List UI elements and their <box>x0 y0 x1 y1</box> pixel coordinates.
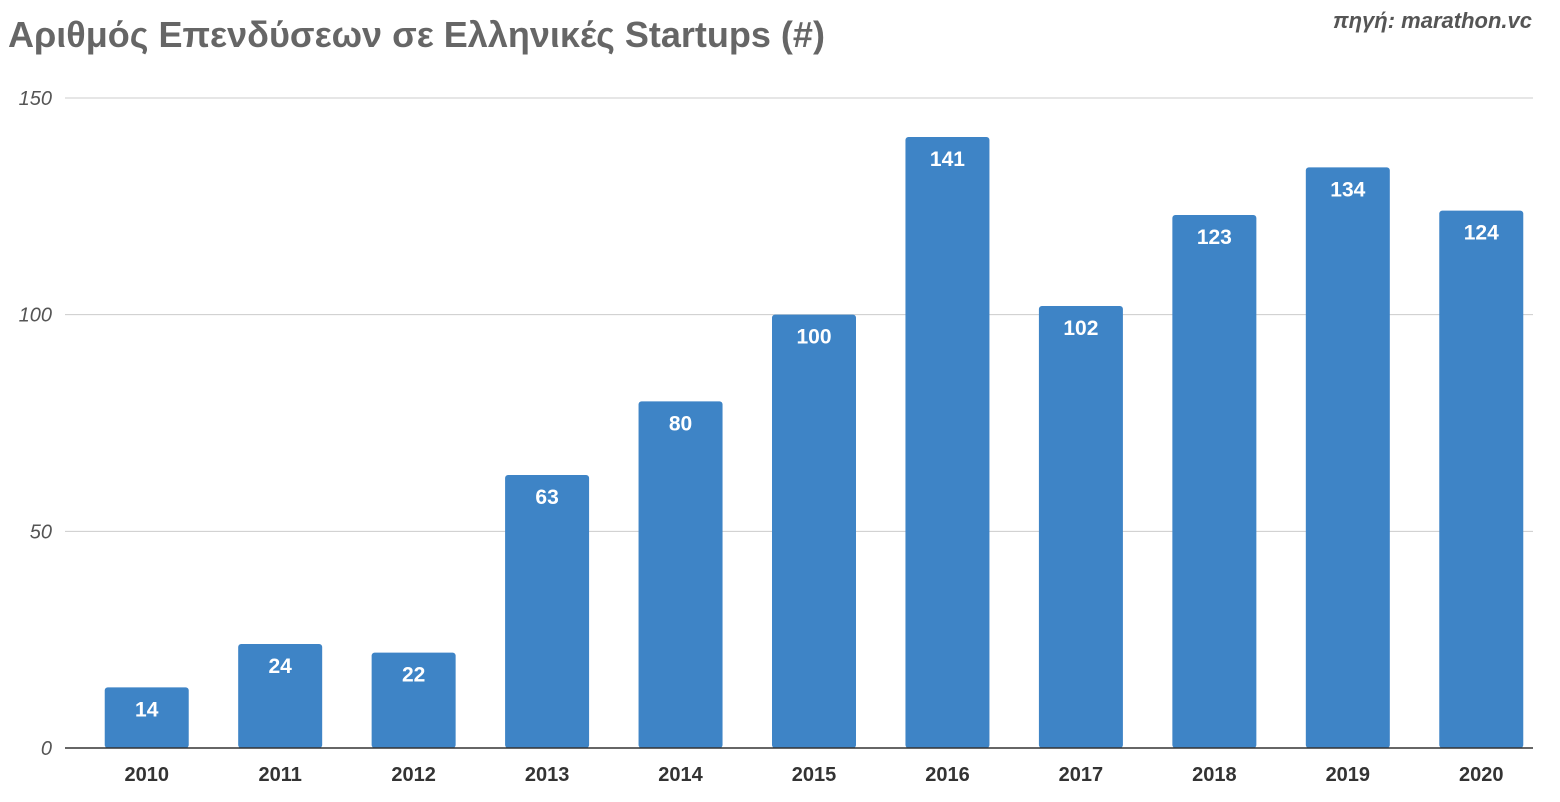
y-tick-label: 50 <box>30 521 52 543</box>
data-label-2019: 134 <box>1330 178 1365 201</box>
data-label-2016: 141 <box>930 148 965 171</box>
bars <box>104 137 1524 749</box>
data-labels: 14 24 22 63 80 100 141 102 123 134 124 <box>135 148 1499 721</box>
data-label-2020: 124 <box>1464 222 1499 245</box>
x-tick-label-2011: 2011 <box>258 764 301 786</box>
data-label-2012: 22 <box>402 664 425 687</box>
bar-2017 <box>1038 306 1123 748</box>
data-label-2010: 14 <box>135 698 159 721</box>
bar-2010 <box>104 687 189 748</box>
x-tick-label-2012: 2012 <box>391 764 436 786</box>
x-axis-ticks: 2010 2011 2012 2013 2014 2015 2016 2017 2018 2019… <box>124 764 1503 786</box>
y-tick-label: 150 <box>19 88 52 110</box>
bar-2016 <box>905 137 990 748</box>
bar-2013 <box>505 475 590 748</box>
bar-2019 <box>1305 167 1390 749</box>
bar-2012 <box>371 652 456 748</box>
bar-2011 <box>238 644 323 748</box>
x-tick-label-2019: 2019 <box>1326 764 1371 786</box>
y-tick-label: 0 <box>41 738 52 760</box>
x-tick-label-2020: 2020 <box>1459 764 1504 786</box>
data-label-2018: 123 <box>1197 226 1232 249</box>
x-tick-label-2018: 2018 <box>1192 764 1237 786</box>
x-tick-label-2015: 2015 <box>792 764 837 786</box>
x-tick-label-2016: 2016 <box>925 764 970 786</box>
x-tick-label-2013: 2013 <box>525 764 570 786</box>
x-tick-label-2010: 2010 <box>124 764 169 786</box>
data-label-2014: 80 <box>669 412 692 435</box>
bar-2018 <box>1172 215 1257 748</box>
chart-source: πηγή: marathon.vc <box>1332 8 1532 33</box>
y-tick-label: 100 <box>19 305 52 327</box>
bar-2020 <box>1439 210 1524 748</box>
bar-2015 <box>772 314 856 748</box>
data-label-2011: 24 <box>269 655 293 678</box>
bar-2014 <box>638 401 723 748</box>
y-axis-ticks: 0 50 100 150 <box>19 88 52 760</box>
x-tick-label-2014: 2014 <box>658 764 703 786</box>
data-label-2017: 102 <box>1063 317 1098 340</box>
chart-title: Αριθμός Επενδύσεων σε Ελληνικές Startups… <box>8 14 825 55</box>
data-label-2013: 63 <box>535 486 558 509</box>
x-tick-label-2017: 2017 <box>1059 764 1104 786</box>
data-label-2015: 100 <box>796 326 831 349</box>
